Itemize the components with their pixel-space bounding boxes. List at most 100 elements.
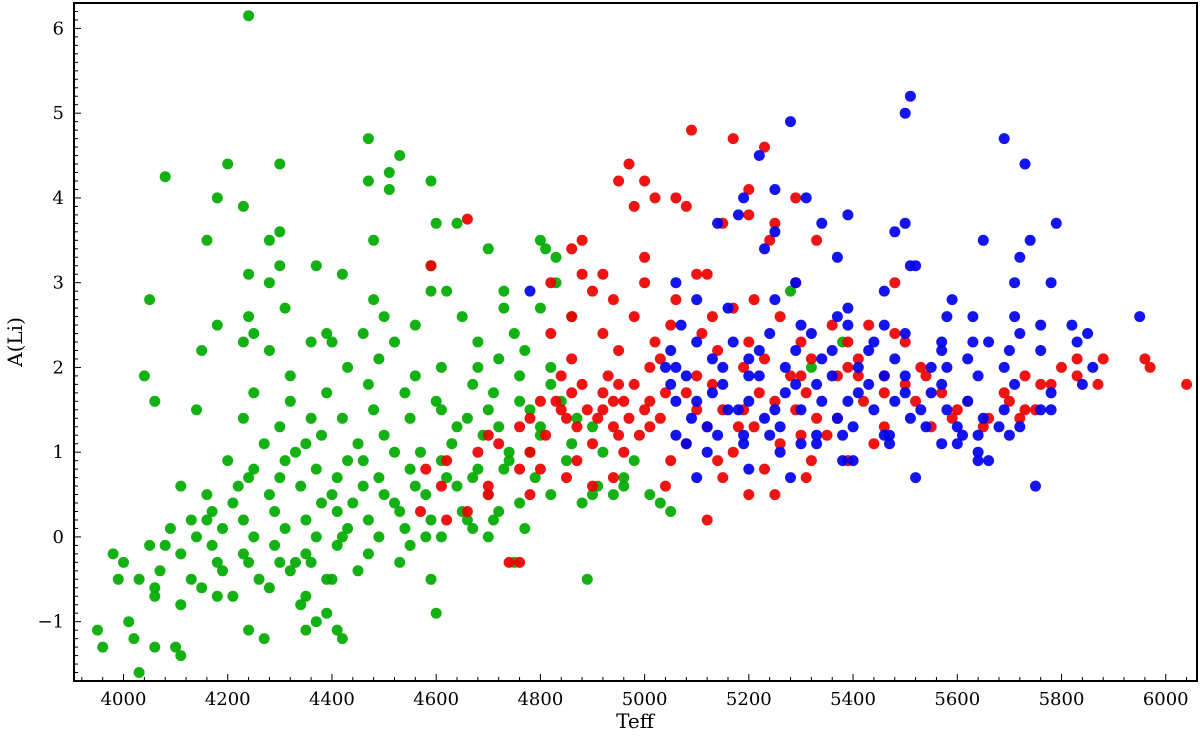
data-point — [670, 294, 682, 306]
data-point — [196, 582, 208, 594]
data-point — [263, 234, 275, 246]
data-point — [722, 404, 734, 416]
data-point — [790, 192, 802, 204]
data-point — [644, 489, 656, 501]
data-point — [362, 514, 374, 526]
data-point — [482, 404, 494, 416]
data-point — [118, 556, 129, 568]
data-point — [555, 370, 567, 382]
data-point — [889, 277, 901, 289]
data-point — [425, 514, 437, 526]
data-point — [164, 523, 176, 534]
data-point — [357, 480, 369, 492]
x-tick-label: 6000 — [1143, 689, 1189, 710]
data-point — [774, 421, 786, 433]
data-point — [597, 404, 609, 416]
y-tick-label: 3 — [53, 273, 64, 294]
data-point — [571, 455, 583, 467]
data-point — [498, 302, 510, 314]
data-point — [957, 429, 968, 441]
data-point — [274, 472, 286, 484]
data-point — [660, 361, 671, 373]
data-point — [508, 328, 520, 339]
data-point — [738, 438, 750, 450]
data-point — [795, 438, 807, 450]
data-point — [769, 184, 781, 195]
data-point — [785, 370, 796, 382]
data-point — [456, 311, 468, 323]
data-point — [1050, 217, 1062, 229]
data-point — [342, 455, 354, 467]
data-point — [284, 370, 296, 382]
data-point — [826, 370, 838, 382]
data-point — [743, 184, 755, 195]
data-point — [738, 361, 750, 373]
data-point — [331, 624, 343, 636]
data-point — [237, 336, 249, 348]
data-point — [211, 319, 223, 331]
y-axis-label: A(Li) — [3, 317, 27, 368]
data-point — [534, 302, 546, 314]
data-point — [649, 336, 661, 348]
data-point — [889, 353, 901, 365]
data-point — [420, 531, 432, 543]
data-point — [503, 556, 515, 568]
data-point — [383, 184, 395, 195]
data-point — [811, 234, 823, 246]
data-point — [472, 463, 484, 475]
data-point — [425, 260, 437, 272]
data-point — [904, 90, 916, 102]
data-point — [295, 599, 307, 611]
data-point — [967, 336, 979, 348]
data-point — [566, 311, 578, 323]
x-tick-label: 5800 — [1039, 689, 1085, 710]
data-point — [1035, 345, 1047, 356]
data-point — [915, 361, 927, 373]
data-point — [555, 404, 567, 416]
data-point — [258, 633, 270, 645]
data-point — [852, 370, 864, 382]
data-point — [936, 345, 948, 356]
x-tick-label: 5600 — [934, 689, 980, 710]
data-point — [566, 387, 578, 399]
data-point — [795, 319, 807, 331]
data-point — [696, 328, 708, 339]
data-point — [227, 497, 239, 509]
data-point — [665, 506, 677, 517]
data-point — [1082, 328, 1094, 339]
data-point — [759, 353, 770, 365]
data-point — [493, 421, 505, 433]
data-point — [680, 438, 692, 450]
data-point — [712, 345, 724, 356]
data-point — [878, 285, 890, 297]
data-point — [618, 472, 630, 484]
data-point — [779, 361, 791, 373]
data-point — [1003, 345, 1015, 356]
data-point — [576, 378, 588, 390]
data-point — [566, 353, 578, 365]
data-point — [576, 234, 588, 246]
data-point — [211, 192, 223, 204]
data-point — [826, 319, 838, 331]
data-point — [279, 455, 291, 467]
data-point — [514, 463, 526, 475]
data-point — [415, 506, 426, 517]
data-point — [660, 480, 671, 492]
data-point — [1014, 412, 1026, 424]
data-point — [430, 395, 442, 407]
data-point — [149, 590, 161, 602]
data-point — [1045, 404, 1057, 416]
data-point — [732, 421, 744, 433]
data-point — [425, 573, 437, 585]
data-point — [263, 582, 275, 594]
data-point — [425, 285, 437, 297]
data-point — [983, 336, 995, 348]
data-point — [904, 412, 916, 424]
data-point — [701, 421, 713, 433]
data-point — [576, 497, 588, 509]
data-point — [831, 412, 843, 424]
data-point — [321, 607, 333, 619]
data-point — [743, 370, 755, 382]
data-point — [764, 429, 776, 441]
data-point — [201, 234, 213, 246]
